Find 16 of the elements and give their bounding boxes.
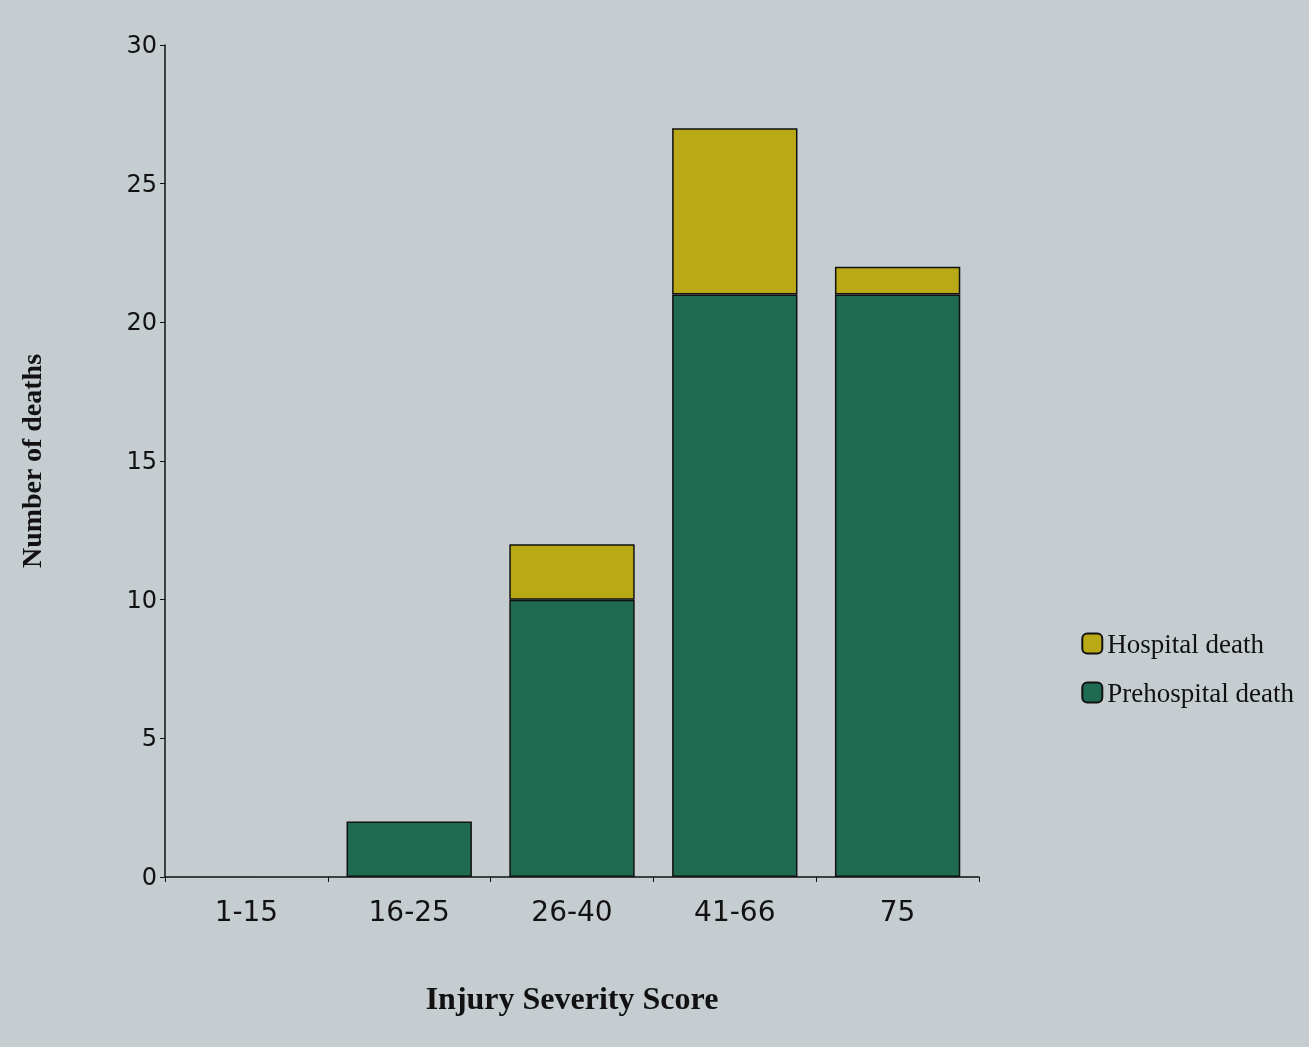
y-tick-label: 20 — [126, 308, 157, 337]
x-tick-label: 26-40 — [531, 894, 613, 928]
x-tick-label: 1-15 — [214, 894, 279, 928]
y-tick-label: 30 — [126, 31, 157, 59]
y-tick-label: 5 — [141, 724, 157, 753]
legend-label: Hospital death — [1107, 628, 1265, 659]
y-tick-label: 15 — [126, 447, 157, 475]
x-tick-label: 41-66 — [694, 894, 776, 928]
x-tick-label: 75 — [879, 894, 916, 928]
y-tick-label: 25 — [126, 169, 157, 198]
x-axis-title: Injury Severity Score — [425, 980, 719, 1016]
y-tick-label: 10 — [126, 585, 157, 614]
legend-label: Prehospital death — [1107, 677, 1295, 708]
y-axis-title: Number of deaths — [15, 353, 47, 569]
y-tick-label: 0 — [141, 863, 157, 891]
x-tick-label: 16-25 — [368, 894, 450, 928]
